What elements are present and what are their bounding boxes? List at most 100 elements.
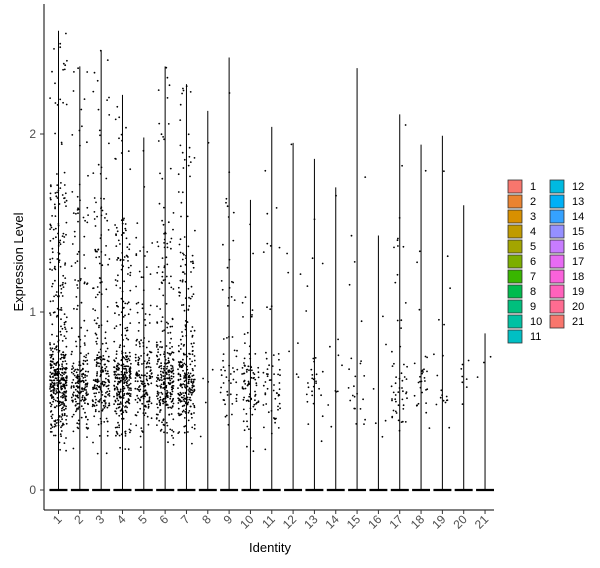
data-point [57, 361, 59, 363]
x-tick-label: 5 [135, 512, 150, 527]
data-point [55, 377, 58, 380]
data-point [183, 253, 185, 256]
data-point [232, 281, 235, 284]
data-point [184, 374, 187, 377]
data-point [65, 337, 67, 340]
data-point [355, 423, 358, 425]
data-point [107, 360, 110, 363]
data-point-zero [412, 489, 415, 491]
data-point [181, 92, 184, 95]
data-point [138, 341, 141, 343]
data-point [274, 418, 276, 420]
data-point [115, 374, 118, 376]
data-point [94, 410, 97, 413]
data-point [171, 345, 174, 348]
data-point [98, 365, 100, 368]
data-point [275, 207, 278, 209]
data-point [80, 388, 83, 390]
data-point [160, 376, 163, 379]
data-point [51, 215, 53, 217]
data-point [53, 311, 56, 314]
data-point [163, 242, 166, 244]
data-point [190, 378, 193, 381]
data-point [306, 285, 309, 287]
data-point [74, 404, 77, 407]
data-point [146, 400, 149, 403]
data-point [142, 380, 145, 383]
data-point [50, 423, 52, 426]
data-point [49, 240, 52, 242]
data-point [417, 402, 420, 405]
data-point [151, 375, 154, 378]
data-point [125, 411, 128, 414]
data-point [148, 362, 151, 365]
data-point [60, 356, 63, 359]
data-point [202, 377, 205, 380]
data-point [75, 296, 78, 298]
data-point [65, 379, 68, 382]
data-point [59, 420, 62, 423]
data-point [136, 401, 139, 404]
data-point [57, 391, 60, 393]
data-point [50, 383, 53, 385]
data-point [159, 411, 161, 413]
data-point [167, 359, 170, 362]
legend-label: 2 [530, 196, 536, 208]
data-point [134, 356, 137, 359]
data-point [146, 353, 149, 356]
data-point [269, 308, 272, 311]
data-point [160, 391, 163, 394]
data-point [65, 103, 68, 106]
data-point [257, 376, 260, 379]
data-point [251, 314, 253, 316]
data-point [96, 354, 99, 357]
data-point [85, 389, 87, 391]
data-point [101, 264, 104, 267]
data-point [87, 393, 89, 396]
data-point [93, 404, 95, 407]
data-point [63, 321, 66, 324]
data-point [166, 246, 169, 249]
data-point [347, 387, 350, 389]
data-point [162, 402, 165, 405]
data-point [58, 203, 61, 205]
data-point [483, 361, 485, 364]
data-point [183, 397, 186, 400]
data-point [86, 436, 88, 438]
data-point [262, 251, 265, 254]
data-point [62, 377, 65, 379]
data-point [312, 357, 315, 360]
data-point [145, 392, 148, 394]
data-point [100, 206, 103, 209]
data-point [77, 250, 80, 253]
data-point [87, 214, 89, 217]
data-point [87, 370, 90, 373]
legend-item-7: 7 [507, 269, 536, 284]
data-point [72, 379, 75, 381]
data-point [52, 396, 55, 399]
data-point [96, 79, 99, 82]
data-point [254, 408, 256, 411]
data-point [129, 431, 131, 434]
data-point [185, 257, 187, 260]
data-point [398, 377, 401, 380]
data-point [162, 223, 165, 226]
data-point [74, 388, 77, 391]
data-point [119, 344, 122, 347]
data-point [49, 312, 51, 314]
data-point [147, 405, 150, 408]
data-point [193, 329, 196, 332]
data-point [235, 393, 238, 396]
data-point-zero [189, 489, 192, 491]
data-point-zero [299, 489, 302, 491]
data-point [125, 229, 127, 232]
data-point [64, 201, 66, 204]
data-point [100, 371, 103, 374]
legend-item-5: 5 [507, 239, 536, 254]
data-point [186, 385, 189, 388]
data-point [141, 303, 144, 306]
data-point [53, 389, 55, 392]
data-point [59, 368, 62, 371]
data-point [57, 232, 59, 235]
data-point [49, 347, 52, 349]
